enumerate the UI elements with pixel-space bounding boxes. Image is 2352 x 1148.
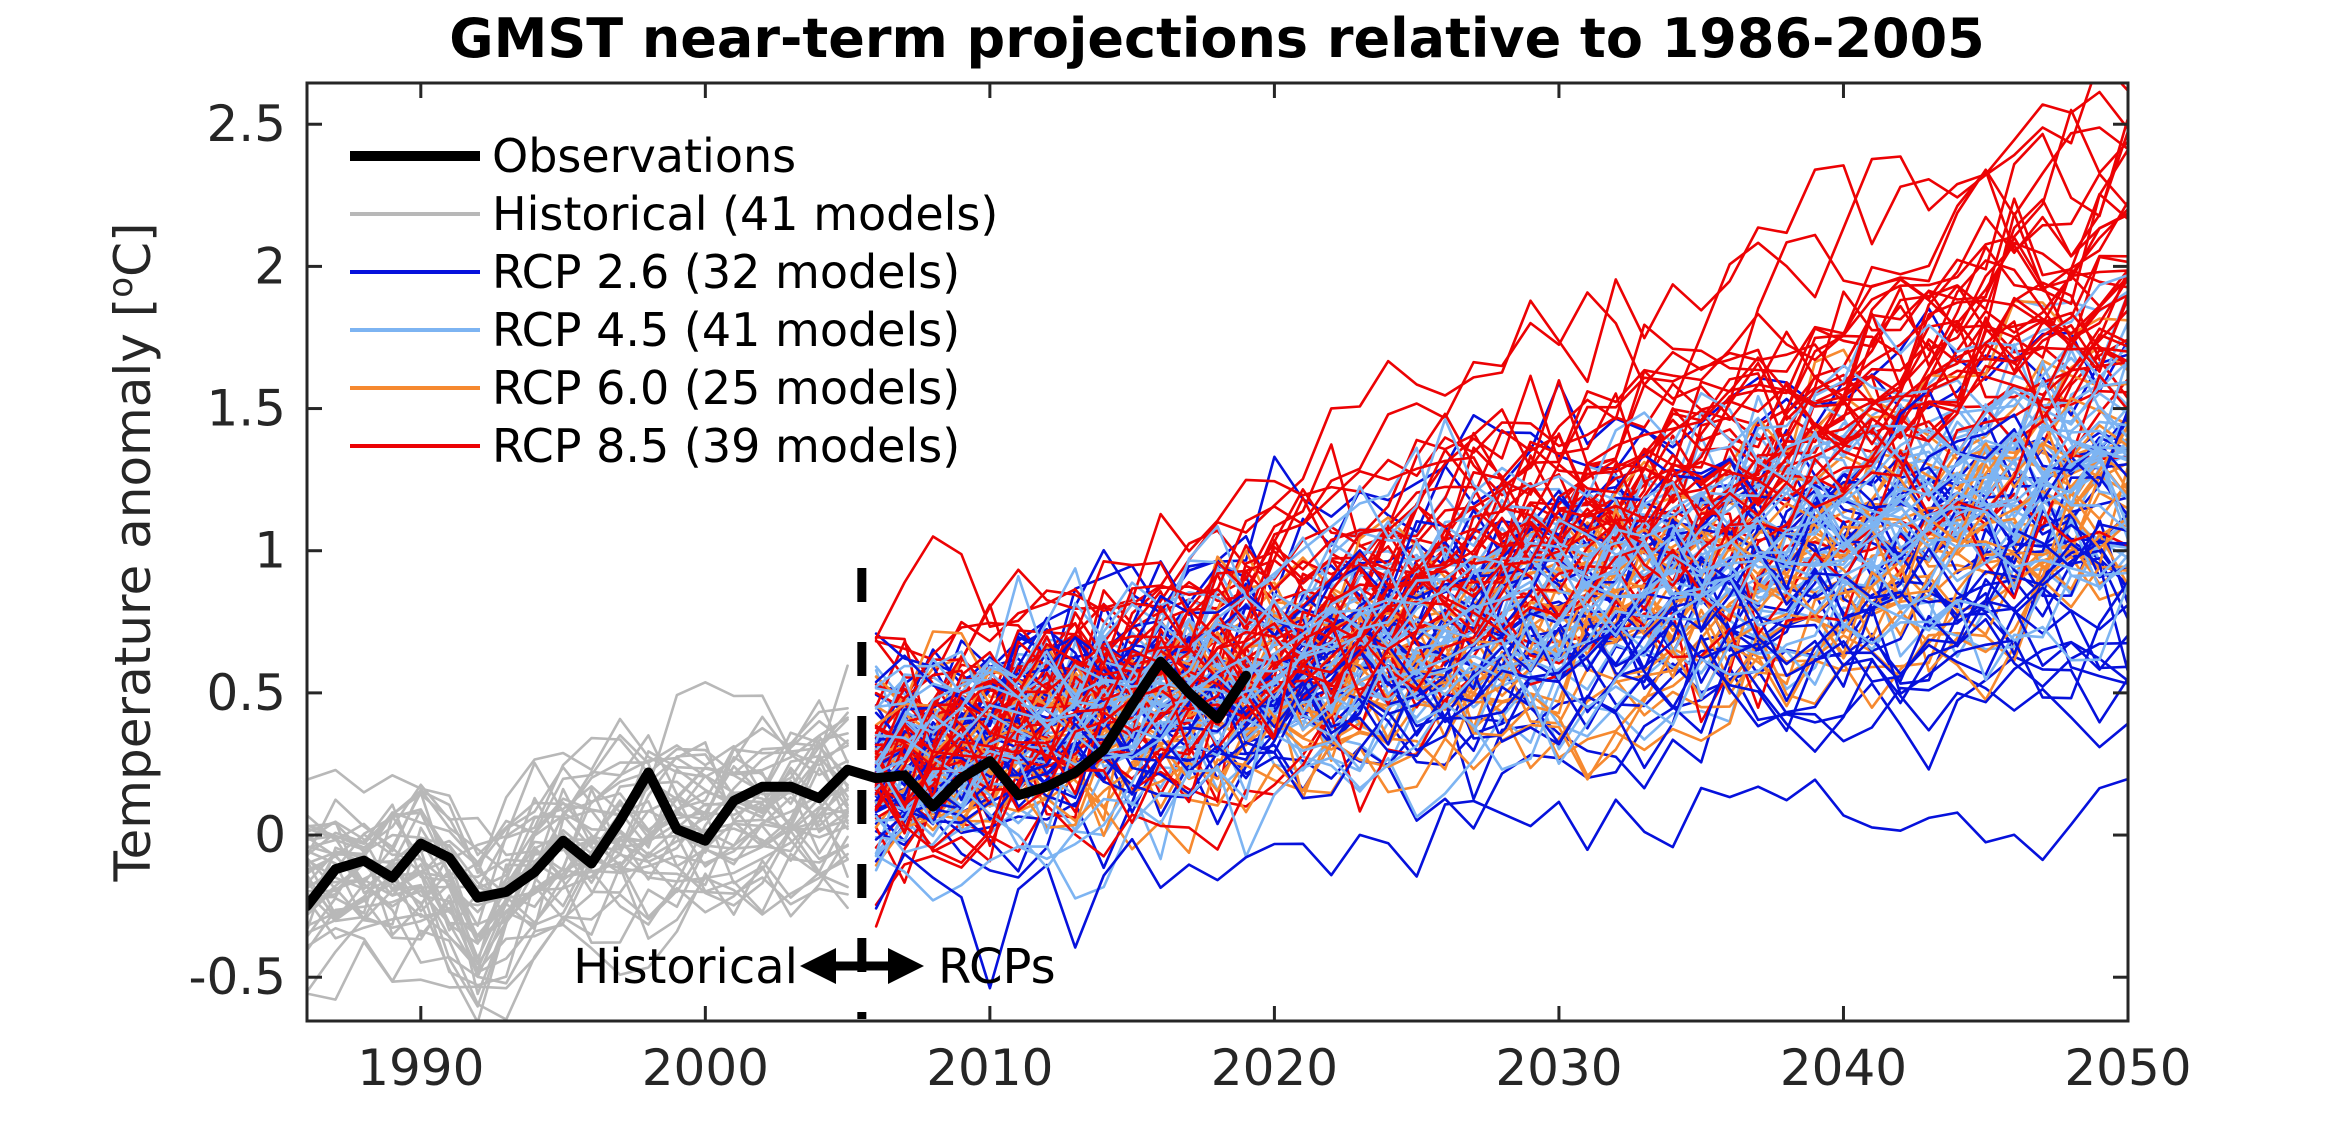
rcp26-model-line xyxy=(874,518,2128,810)
historical-model-line xyxy=(307,680,849,857)
x-tick-label: 2050 xyxy=(2064,1039,2191,1097)
rcp45-model-line xyxy=(874,379,2128,776)
legend-item-label: RCP 8.5 (39 models) xyxy=(492,419,960,473)
rcp60-model-line xyxy=(874,491,2128,830)
legend-item-rcp: RCP 4.5 (41 models) xyxy=(350,303,960,357)
rcp85-model-line xyxy=(874,169,2128,772)
axes-layer: 1990 2000 2010 2020 2030 2040 2050 -0.5 0 0.5 1 1.5… xyxy=(188,81,2192,1097)
model-lines-layer xyxy=(307,83,2128,1021)
y-tick-label: 0 xyxy=(254,806,286,864)
historical-model-line xyxy=(307,876,849,1001)
rcp45-model-line xyxy=(874,405,2128,790)
legend-item-observations: Observations xyxy=(350,129,796,183)
x-tick-label: 2040 xyxy=(1780,1039,1907,1097)
rcp45-model-line xyxy=(874,292,2128,745)
rcp45-model-line xyxy=(874,542,2128,811)
historical-model-line xyxy=(307,699,849,872)
historical-model-line xyxy=(307,810,849,927)
y-tick-label: 2.5 xyxy=(206,95,286,153)
legend-item-label: RCP 4.5 (41 models) xyxy=(492,303,960,357)
divider-layer xyxy=(800,568,924,1019)
legend-item-label: Historical (41 models) xyxy=(492,187,998,241)
x-tick-label: 1990 xyxy=(357,1039,484,1097)
rcp26-model-line xyxy=(874,559,2128,812)
rcp45-model-line xyxy=(874,429,2128,812)
rcp26-model-line xyxy=(874,617,2128,797)
rcp85-model-line xyxy=(874,292,2128,812)
arrow-right-head-icon xyxy=(888,948,924,984)
chart-title: GMST near-term projections relative to 1… xyxy=(449,7,1984,70)
rcp45-model-line xyxy=(874,562,2128,902)
historical-model-line xyxy=(307,716,849,891)
legend-item-label: Observations xyxy=(492,129,796,183)
observations-line xyxy=(307,656,1251,912)
annotation-historical-label: Historical xyxy=(573,939,798,995)
y-tick-label: 1.5 xyxy=(206,380,286,438)
historical-model-line xyxy=(307,768,849,917)
y-tick-label: -0.5 xyxy=(188,948,286,1006)
rcp85-model-line xyxy=(874,269,2128,735)
rcp26-model-line xyxy=(874,388,2128,722)
legend-item-label: RCP 2.6 (32 models) xyxy=(492,245,960,299)
historical-model-line xyxy=(307,808,849,979)
rcp45-model-line xyxy=(874,380,2128,754)
historical-model-line xyxy=(307,744,849,945)
rcp85-model-line xyxy=(874,320,2128,794)
historical-model-line xyxy=(307,852,849,1021)
legend-item-rcp: RCP 2.6 (32 models) xyxy=(350,245,960,299)
rcp26-model-line xyxy=(874,777,2128,990)
historical-model-line xyxy=(307,800,849,972)
y-axis-label-main: Temperature anomaly [ xyxy=(104,298,162,883)
historical-model-line xyxy=(307,815,849,945)
x-tick-label: 2020 xyxy=(1211,1039,1338,1097)
historical-model-line xyxy=(307,715,849,875)
y-tick-label: 2 xyxy=(254,237,286,295)
historical-model-line xyxy=(307,770,849,945)
x-tick-label: 2000 xyxy=(642,1039,769,1097)
annotation-rcps-label: RCPs xyxy=(938,939,1056,995)
rcp85-model-line xyxy=(874,254,2128,796)
y-axis-label: Temperature anomaly [oC] xyxy=(101,223,162,883)
rcp60-model-line xyxy=(874,465,2128,824)
historical-model-line xyxy=(307,770,849,938)
rcp26-model-line xyxy=(874,574,2128,821)
legend-item-rcp: RCP 6.0 (25 models) xyxy=(350,361,960,415)
arrow-left-head-icon xyxy=(800,948,836,984)
legend-item-historical: Historical (41 models) xyxy=(350,187,998,241)
x-tick-label: 2010 xyxy=(926,1039,1053,1097)
rcp45-model-line xyxy=(874,575,2128,869)
rcp85-model-line xyxy=(874,192,2128,723)
rcp85-model-line xyxy=(874,212,2128,768)
x-tick-label: 2030 xyxy=(1495,1039,1622,1097)
y-tick-label: 1 xyxy=(254,522,286,580)
rcp85-model-line xyxy=(874,255,2128,806)
legend-item-label: RCP 6.0 (25 models) xyxy=(492,361,960,415)
legend-item-rcp: RCP 8.5 (39 models) xyxy=(350,419,960,473)
rcp45-model-line xyxy=(874,446,2128,765)
rcp45-model-line xyxy=(874,476,2128,835)
rcp45-model-line xyxy=(874,504,2128,861)
y-axis-label-unit: C] xyxy=(104,223,162,277)
y-tick-label: 0.5 xyxy=(206,664,286,722)
y-axis-label-degree: o xyxy=(101,277,141,298)
